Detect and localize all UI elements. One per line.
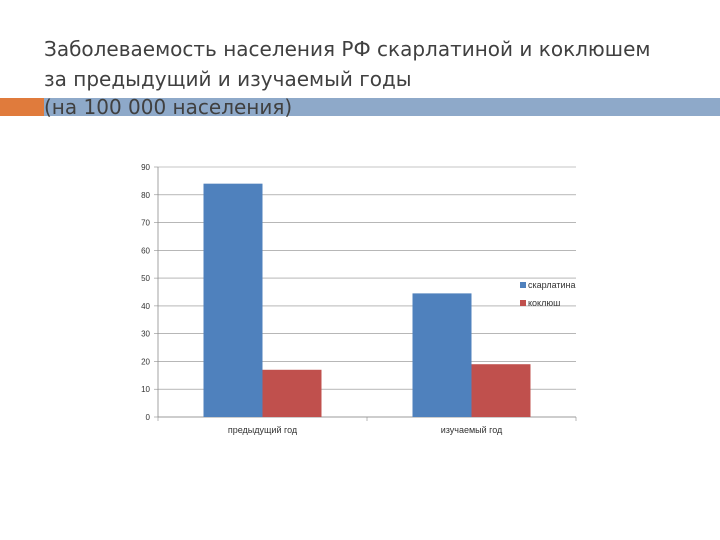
bar-скарлатина-1	[412, 293, 472, 417]
title-accent-blue-bar	[44, 98, 720, 116]
bar-коклюш-1	[471, 364, 531, 417]
slide-title-line-1: Заболеваемость населения РФ скарлатиной …	[44, 37, 651, 61]
x-category-label: изучаемый год	[441, 425, 503, 435]
slide-title-line-2: за предыдущий и изучаемый годы	[44, 67, 412, 91]
y-tick-label: 70	[141, 219, 150, 228]
slide-title-line-3: (на 100 000 населения)	[44, 95, 293, 119]
bar-коклюш-0	[262, 369, 322, 417]
x-category-label: предыдущий год	[228, 425, 298, 435]
y-tick-label: 40	[141, 302, 150, 311]
y-tick-label: 80	[141, 191, 150, 200]
legend-swatch-скарлатина	[520, 282, 526, 288]
legend-label-скарлатина: скарлатина	[528, 280, 576, 290]
y-tick-label: 90	[141, 163, 150, 172]
title-accent-orange-bar	[0, 98, 44, 116]
y-tick-label: 10	[141, 385, 150, 394]
y-tick-label: 60	[141, 246, 150, 255]
legend-swatch-коклюш	[520, 300, 526, 306]
slide-title: Заболеваемость населения РФ скарлатиной …	[44, 34, 704, 94]
bar-скарлатина-0	[203, 183, 263, 417]
legend-label-коклюш: коклюш	[528, 298, 560, 308]
y-tick-label: 30	[141, 330, 150, 339]
y-tick-label: 20	[141, 357, 150, 366]
y-tick-label: 50	[141, 274, 150, 283]
y-tick-label: 0	[146, 413, 151, 422]
